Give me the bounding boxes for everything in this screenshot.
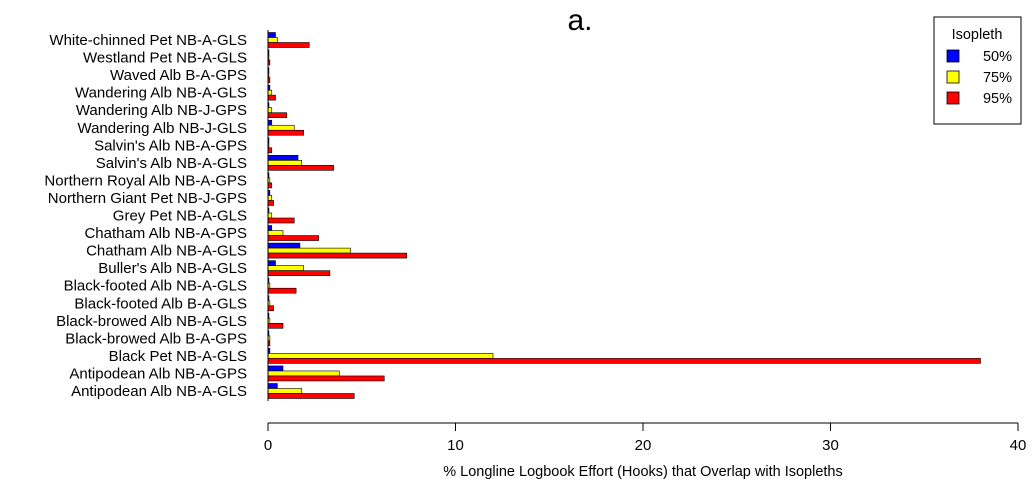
category-label: Chatham Alb NB-A-GLS [86,243,247,260]
bars-group [267,32,981,399]
legend-swatch-95pct [946,91,960,105]
category-label: Chatham Alb NB-A-GPS [84,225,247,242]
category-label: Salvin's Alb NB-A-GLS [96,155,247,172]
legend-box [933,16,1022,125]
category-label: Black-browed Alb B-A-GPS [65,330,247,347]
bar-12-50pct [267,225,273,231]
bar-7-95pct [267,147,273,154]
bar-19-75pct [267,353,494,359]
legend-items: 50% 75% 95% [946,49,1012,107]
bar-17-95pct [267,322,284,329]
bar-14-50pct [267,260,276,266]
category-label: Wandering Alb NB-A-GLS [75,85,247,102]
category-label: Grey Pet NB-A-GLS [113,208,247,225]
bar-8-50pct [267,155,299,161]
category-label: Antipodean Alb NB-A-GPS [69,365,247,382]
legend-label: 50% [983,49,1012,65]
legend-title: Isopleth [952,27,1003,43]
category-label: Northern Royal Alb NB-A-GPS [44,172,247,189]
bar-6-50pct [267,119,273,126]
bar-8-75pct [267,160,303,166]
bar-1-95pct [267,42,310,48]
legend-swatch-50pct [946,49,960,63]
bar-13-95pct [267,252,408,259]
bar-14-75pct [267,265,304,271]
category-label: Northern Giant Pet NB-J-GPS [48,190,247,207]
category-label: Buller's Alb NB-A-GLS [98,260,247,277]
bar-20-50pct [267,365,284,372]
category-label: Black Pet NB-A-GLS [109,348,247,365]
bar-21-95pct [267,393,355,399]
category-label: Antipodean Alb NB-A-GLS [71,383,247,400]
legend-label: 95% [983,91,1012,107]
bar-9-95pct [267,182,273,189]
bar-13-75pct [267,247,351,254]
bar-20-95pct [267,375,385,382]
x-ticks: 0 10 20 30 40 [264,423,1027,454]
bar-16-95pct [267,305,274,312]
x-tick-label: 0 [264,437,272,454]
bar-19-95pct [267,358,981,364]
category-label: Waved Alb B-A-GPS [110,67,247,84]
category-label: Salvin's Alb NB-A-GPS [94,137,247,154]
x-axis-title: % Longline Logbook Effort (Hooks) that O… [443,464,843,480]
legend-label: 75% [983,70,1012,86]
bar-4-75pct [267,89,273,96]
x-tick-label: 10 [447,437,464,454]
category-label: Black-browed Alb NB-A-GLS [56,313,247,330]
category-label: Wandering Alb NB-J-GLS [77,120,247,137]
x-tick-label: 30 [822,437,839,454]
bar-11-95pct [267,217,295,224]
bar-21-75pct [267,388,303,394]
bar-1-50pct [267,32,276,38]
bar-5-75pct [267,107,273,113]
category-label: Westland Pet NB-A-GLS [83,50,247,67]
category-label: Wandering Alb NB-J-GPS [76,102,247,119]
x-tick-label: 20 [635,437,652,454]
bar-21-50pct [267,383,278,389]
bar-10-95pct [267,200,274,206]
bar-4-95pct [267,94,276,101]
legend: Isopleth 50% 75% 95% [933,16,1022,125]
bar-6-75pct [267,124,295,131]
bar-14-95pct [267,270,331,276]
bar-15-95pct [267,287,297,294]
bar-13-50pct [267,242,301,249]
x-tick-label: 40 [1010,437,1027,454]
bar-12-75pct [267,230,284,236]
category-label: White-chinned Pet NB-A-GLS [49,32,247,49]
bar-1-75pct [267,37,278,43]
category-label: Black-footed Alb B-A-GLS [74,295,247,312]
chart-title: a. [567,4,592,37]
bar-5-95pct [267,112,288,118]
bar-6-95pct [267,129,304,136]
category-label: Black-footed Alb NB-A-GLS [64,278,247,295]
bar-12-95pct [267,235,319,241]
bar-8-95pct [267,165,334,171]
bar-10-75pct [267,195,273,201]
bar-20-75pct [267,370,340,377]
legend-swatch-75pct [946,70,960,84]
bar-11-75pct [267,212,273,219]
